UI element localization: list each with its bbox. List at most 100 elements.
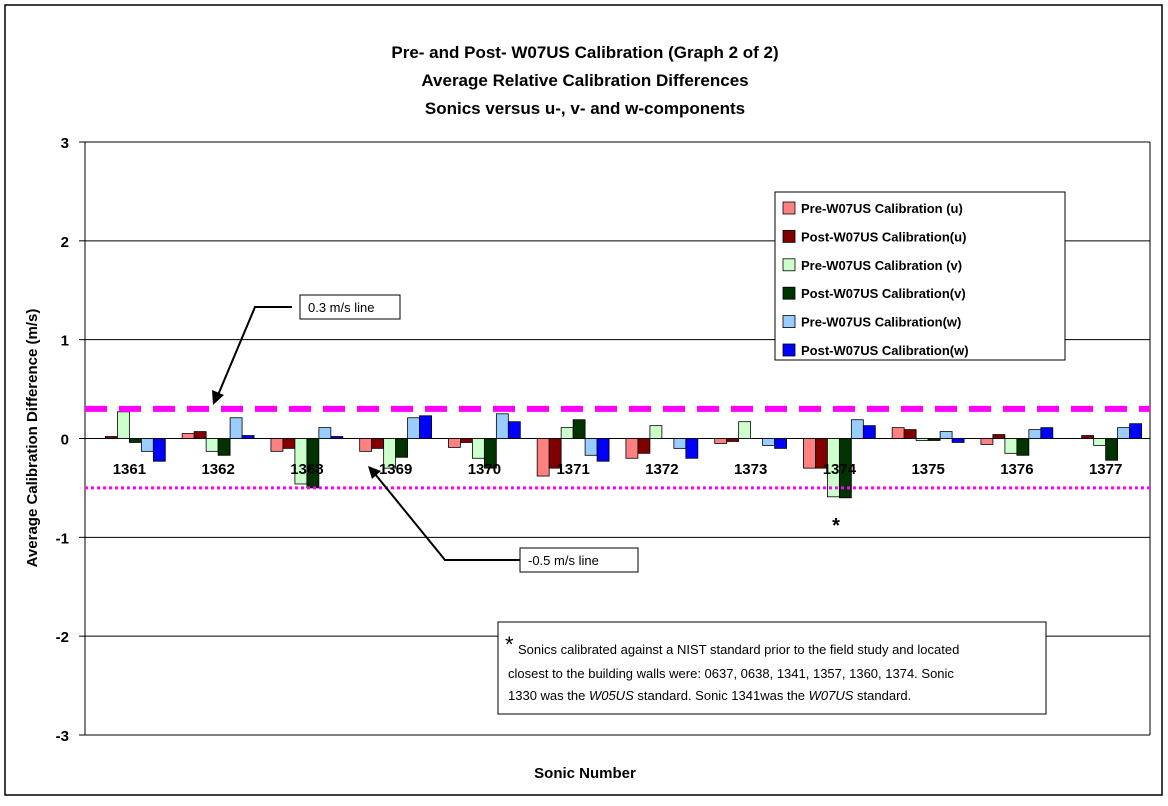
bar: [980, 438, 994, 445]
y-tick-label: 3: [61, 135, 69, 152]
bar: [407, 417, 420, 439]
bar: [838, 438, 852, 499]
legend-label: Pre-W07US Calibration (v): [801, 258, 962, 273]
bar: [649, 425, 663, 439]
bar: [738, 421, 752, 439]
bar: [282, 438, 296, 449]
x-tick-label: 1370: [468, 461, 501, 478]
note-text-part: standard.: [853, 688, 911, 703]
bar: [205, 438, 219, 452]
bar: [939, 431, 953, 439]
legend-swatch: [782, 258, 796, 272]
bar: [270, 438, 284, 452]
note-text-part: W07US: [809, 688, 854, 703]
arrow-line: [217, 306, 292, 396]
bar: [330, 436, 344, 439]
bar: [803, 438, 816, 469]
x-tick-label: 1371: [556, 461, 589, 478]
x-tick-label: 1374: [823, 461, 857, 478]
note-marker: *: [505, 632, 514, 657]
annotation-label: 0.3 m/s line: [308, 300, 374, 315]
y-tick-label: 1: [61, 333, 69, 350]
arrows: [217, 306, 520, 561]
legend-swatch: [782, 343, 796, 357]
bar: [471, 438, 485, 459]
legend-label: Post-W07US Calibration(u): [801, 229, 966, 244]
note-text-part: standard. Sonic 1341was the: [634, 688, 809, 703]
bar: [637, 438, 651, 454]
bar: [105, 436, 118, 439]
bar: [395, 438, 409, 458]
annotation-marker: *: [832, 515, 840, 537]
legend: Pre-W07US Calibration (u) Post-W07US Cali…: [774, 191, 1066, 361]
bar: [306, 438, 320, 489]
legend-swatch: [782, 201, 796, 215]
bar: [1105, 438, 1119, 461]
bar: [318, 427, 332, 439]
bar: [951, 438, 965, 443]
bar: [992, 434, 1006, 439]
x-tick-label: 1377: [1089, 461, 1122, 478]
note-text: closest to the building walls were: 0637…: [508, 666, 954, 681]
y-axis-title: Average Calibration Difference (m/s): [24, 309, 41, 568]
bar: [495, 413, 509, 439]
bar: [1016, 438, 1030, 456]
bar: [448, 438, 461, 448]
bar: [1093, 438, 1107, 446]
x-tick-label: 1368: [290, 461, 323, 478]
annotation-box: [519, 547, 639, 573]
note-text-part: Sonics calibrated against a NIST standar…: [518, 642, 959, 657]
arrow-head: [368, 466, 381, 479]
bar: [548, 438, 562, 469]
bar: [116, 411, 130, 439]
bar: [726, 438, 740, 442]
bar: [1040, 427, 1054, 439]
legend-swatch: [782, 286, 796, 300]
bar: [193, 431, 207, 439]
legend-label: Pre-W07US Calibration(w): [801, 315, 961, 330]
bar: [625, 438, 639, 459]
bar: [903, 429, 917, 439]
legend-swatch: [782, 315, 796, 329]
arrow-line: [374, 473, 520, 561]
bar: [371, 438, 385, 449]
legend-label: Post-W07US Calibration(w): [801, 343, 969, 358]
x-tick-label: 1376: [1000, 461, 1033, 478]
annotation-box: [299, 294, 401, 320]
bar: [1028, 429, 1042, 439]
bar: [359, 438, 373, 452]
bar: [685, 438, 699, 459]
bar: [1004, 438, 1018, 454]
bar: [596, 438, 610, 462]
bar: [217, 438, 231, 456]
bar: [140, 438, 154, 452]
y-tick-label: 2: [61, 234, 69, 251]
chart-title: Average Relative Calibration Differences: [421, 71, 748, 90]
bar: [673, 438, 687, 449]
x-tick-label: 1375: [911, 461, 944, 478]
x-tick-label: 1373: [734, 461, 767, 478]
bar: [915, 438, 929, 441]
x-tick-label: 1372: [645, 461, 678, 478]
bar: [152, 438, 166, 462]
bar: [181, 433, 195, 439]
note-text-part: 1330 was the: [508, 688, 589, 703]
bar: [507, 421, 521, 439]
legend-label: Post-W07US Calibration(v): [801, 286, 966, 301]
bar: [891, 427, 905, 439]
note-text: Sonics calibrated against a NIST standar…: [518, 642, 959, 657]
note-box: [497, 621, 1047, 715]
annotation-label: -0.5 m/s line: [528, 553, 599, 568]
legend-swatch: [782, 229, 796, 243]
x-tick-label: 1369: [379, 461, 412, 478]
legend-box: [774, 191, 1066, 361]
bar: [762, 438, 775, 446]
bar: [1081, 435, 1095, 439]
bar: [850, 419, 864, 439]
y-tick-label: -2: [56, 629, 69, 646]
bar: [714, 438, 728, 444]
bar: [460, 438, 473, 443]
arrow-head: [212, 390, 224, 405]
y-tick-label: -3: [56, 728, 69, 745]
